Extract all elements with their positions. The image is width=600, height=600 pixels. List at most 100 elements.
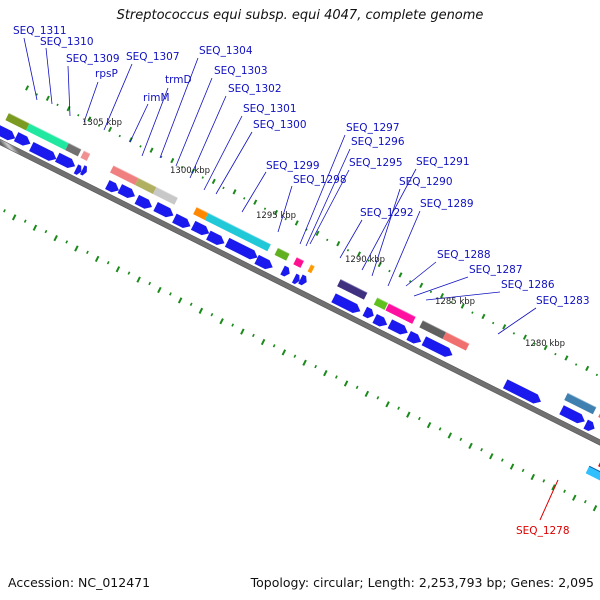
- gene-label[interactable]: SEQ_1309: [66, 53, 120, 65]
- tick-mark: [346, 249, 350, 252]
- tick-mark: [252, 333, 255, 338]
- feature-block: [293, 257, 305, 268]
- tick-mark: [388, 269, 391, 273]
- tick-mark: [281, 349, 287, 356]
- gene-label[interactable]: rpsP: [95, 68, 118, 80]
- gene-label[interactable]: SEQ_1286: [501, 279, 555, 291]
- gene-label[interactable]: SEQ_1307: [126, 51, 180, 63]
- tick-mark: [45, 95, 50, 101]
- tick-mark: [468, 442, 473, 449]
- tick-mark: [334, 375, 338, 379]
- tick-mark: [293, 354, 297, 358]
- feature-block: [109, 165, 139, 186]
- gene-label[interactable]: SEQ_1290: [399, 176, 453, 188]
- tick-mark: [481, 313, 486, 320]
- tick-mark: [77, 113, 80, 117]
- tick-mark: [554, 352, 557, 356]
- tick-mark: [160, 155, 163, 159]
- gene-label[interactable]: rimM: [143, 92, 170, 104]
- tick-mark: [35, 93, 38, 96]
- gene-label[interactable]: SEQ_1289: [420, 198, 474, 210]
- cds-arrow: [134, 194, 153, 209]
- gene-label[interactable]: SEQ_1310: [40, 36, 94, 48]
- leader-line: [361, 168, 417, 271]
- kbp-label: 1285 kbp: [435, 297, 475, 307]
- tick-mark: [542, 479, 546, 483]
- tick-mark: [32, 224, 38, 231]
- label-leaders: [23, 37, 559, 521]
- tick-mark: [543, 344, 548, 351]
- gene-label[interactable]: SEQ_1296: [351, 136, 405, 148]
- feature-block: [5, 112, 30, 131]
- feature-edge: [377, 296, 389, 304]
- leader-line: [141, 87, 169, 157]
- feature-block: [307, 264, 315, 274]
- tick-mark: [243, 197, 246, 200]
- tick-mark: [65, 240, 69, 244]
- tick-mark: [551, 484, 556, 491]
- tick-mark: [74, 245, 79, 252]
- tick-mark: [585, 365, 590, 372]
- leader-line: [203, 115, 243, 191]
- tick-mark: [315, 230, 320, 237]
- kbp-label: 1280 kbp: [525, 339, 565, 349]
- gene-label[interactable]: SEQ_1298: [293, 174, 347, 186]
- tick-mark: [106, 261, 110, 265]
- gene-label[interactable]: SEQ_1303: [214, 65, 268, 77]
- leader-line: [305, 148, 351, 247]
- leader-line: [175, 77, 213, 167]
- cds-arrow: [372, 313, 388, 327]
- tick-mark: [323, 370, 328, 377]
- leader-line: [371, 188, 401, 277]
- tick-mark: [240, 328, 245, 335]
- feature-block: [585, 466, 600, 481]
- feature-edge: [567, 392, 597, 408]
- gene-label[interactable]: SEQ_1287: [469, 264, 523, 276]
- gene-label[interactable]: SEQ_1292: [360, 207, 414, 219]
- gene-label[interactable]: SEQ_1291: [416, 156, 470, 168]
- kbp-label: 1305 kbp: [82, 118, 122, 128]
- feature-block: [65, 142, 82, 157]
- feature-edge: [422, 319, 447, 333]
- gene-label[interactable]: SEQ_1304: [199, 45, 253, 57]
- gene-label[interactable]: SEQ_1302: [228, 83, 282, 95]
- tick-mark: [480, 448, 483, 452]
- tick-mark: [211, 178, 216, 185]
- tick-mark: [355, 385, 359, 390]
- gene-label[interactable]: trmD: [165, 74, 192, 86]
- tick-mark: [439, 292, 444, 299]
- leader-line: [339, 219, 363, 259]
- gene-label[interactable]: SEQ_1283: [536, 295, 590, 307]
- feature-edge: [68, 142, 82, 150]
- gene-label[interactable]: SEQ_1297: [346, 122, 400, 134]
- feature-block: [274, 247, 290, 261]
- cds-arrow: [406, 330, 422, 344]
- cds-arrow: [13, 132, 31, 146]
- leader-line: [189, 95, 227, 179]
- gene-label[interactable]: SEQ_1300: [253, 119, 307, 131]
- gene-label[interactable]: SEQ_1301: [243, 103, 297, 115]
- genome-summary: Topology: circular; Length: 2,253,793 bp…: [250, 575, 594, 590]
- tick-mark: [533, 342, 536, 346]
- feature-edge: [388, 302, 417, 318]
- tick-mark: [512, 332, 516, 335]
- gene-label[interactable]: SEQ_1299: [266, 160, 320, 172]
- gene-label[interactable]: SEQ_1288: [437, 249, 491, 261]
- feature-edge: [113, 164, 139, 179]
- leader-line: [425, 291, 501, 301]
- feature-block: [442, 331, 470, 351]
- tick-mark: [343, 380, 349, 387]
- accession-info: Accession: NC_012471: [8, 575, 151, 590]
- tick-mark: [489, 453, 494, 460]
- gene-label[interactable]: SEQ_1295: [349, 157, 403, 169]
- cds-arrow: [224, 237, 258, 260]
- tick-mark: [460, 303, 465, 309]
- gene-label[interactable]: SEQ_1311: [13, 25, 67, 37]
- cds-arrow: [153, 202, 174, 218]
- leader-line: [405, 261, 437, 287]
- leader-line: [23, 37, 38, 101]
- gene-label-highlighted[interactable]: SEQ_1278: [516, 525, 570, 537]
- feature-edge: [445, 331, 470, 345]
- feature-block: [564, 392, 597, 415]
